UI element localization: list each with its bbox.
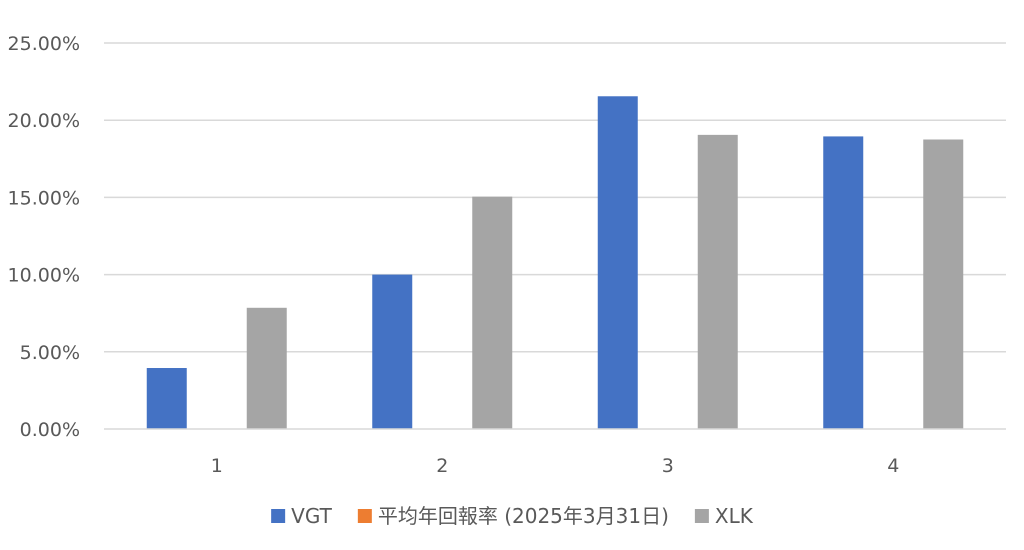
bar-series [146, 96, 964, 430]
y-tick-label: 0.00% [20, 419, 80, 441]
bar-vgt-3 [597, 96, 638, 429]
x-axis-tick-labels: 1 2 3 4 [211, 455, 900, 477]
y-tick-label: 5.00% [20, 342, 80, 364]
bar-vgt-2 [372, 274, 413, 429]
y-axis-tick-labels: 0.00% 5.00% 10.00% 15.00% 20.00% 25.00% [8, 33, 80, 441]
y-tick-label: 20.00% [8, 110, 80, 132]
legend-label: VGT [291, 504, 332, 528]
bar-xlk-4 [923, 139, 964, 429]
gridlines [104, 42, 1006, 353]
x-tick-label: 2 [436, 455, 448, 477]
legend: VGT 平均年回報率 (2025年3月31日) XLK [271, 504, 754, 528]
bar-vgt-4 [823, 136, 864, 430]
x-tick-label: 3 [662, 455, 674, 477]
x-tick-label: 1 [211, 455, 223, 477]
legend-swatch [271, 509, 286, 523]
y-tick-label: 25.00% [8, 33, 80, 55]
legend-label: 平均年回報率 (2025年3月31日) [378, 504, 669, 528]
bar-xlk-2 [472, 196, 513, 429]
legend-item: VGT [271, 504, 333, 528]
legend-swatch [694, 509, 709, 523]
bar-xlk-1 [246, 307, 287, 429]
bar-xlk-3 [697, 134, 738, 430]
x-tick-label: 4 [887, 455, 899, 477]
legend-label: XLK [715, 504, 754, 528]
legend-item: 平均年回報率 (2025年3月31日) [357, 504, 669, 528]
legend-item: XLK [694, 504, 754, 528]
y-tick-label: 15.00% [8, 187, 80, 209]
legend-swatch [357, 509, 372, 523]
bar-vgt-1 [146, 368, 187, 429]
y-tick-label: 10.00% [8, 265, 80, 287]
